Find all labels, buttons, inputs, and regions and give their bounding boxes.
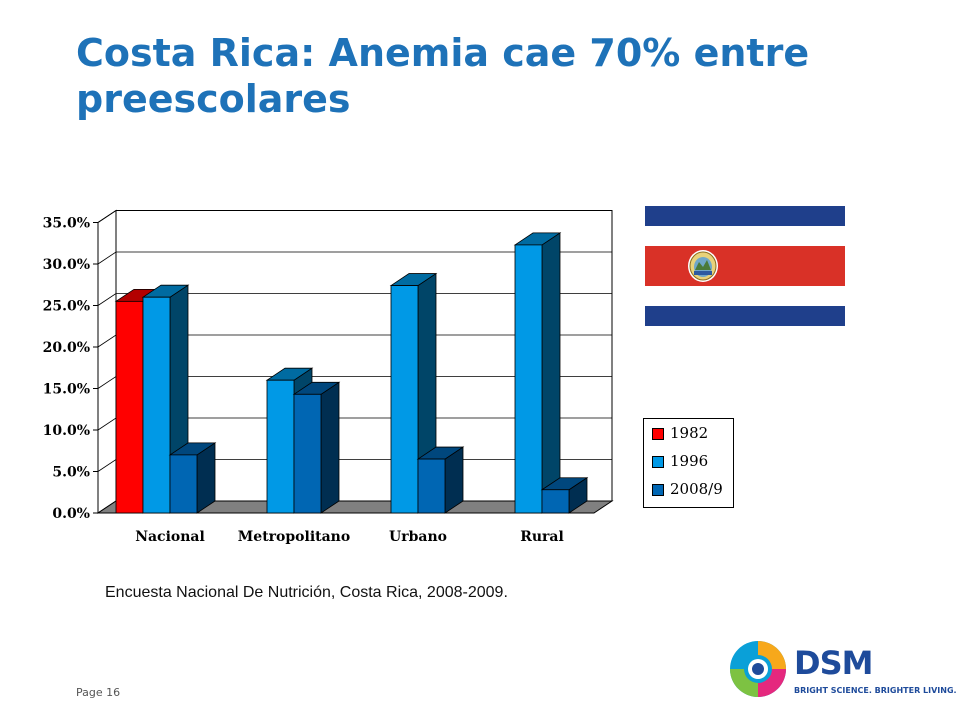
bar-front-face xyxy=(293,393,322,514)
bar-side-face xyxy=(320,381,340,514)
y-tick-label: 0.0% xyxy=(52,506,90,522)
gridline xyxy=(97,251,612,265)
source-caption: Encuesta Nacional De Nutrición, Costa Ri… xyxy=(105,584,508,601)
page-number: Page 16 xyxy=(76,686,121,699)
y-tick-label: 30.0% xyxy=(43,257,90,273)
bar-nacional-2008-9 xyxy=(168,442,217,514)
flag-stripe-white-top xyxy=(645,226,845,246)
legend-label-1996: 1996 xyxy=(670,452,709,470)
bar-front-face xyxy=(169,454,198,514)
flag-stripe-blue-bottom xyxy=(645,306,845,326)
bar-front-face xyxy=(417,458,446,514)
bar-rural-1996 xyxy=(513,232,562,514)
bar-side-face xyxy=(541,232,561,514)
x-tick-label-rural: Rural xyxy=(520,529,564,545)
bars xyxy=(114,232,589,514)
dsm-logo-icon xyxy=(730,641,786,697)
x-tick-label-nacional: Nacional xyxy=(135,529,205,545)
bar-rural-2008-9 xyxy=(540,477,589,514)
x-tick-labels: Nacional Metropolitano Urbano Rural xyxy=(135,529,564,545)
legend-label-1982: 1982 xyxy=(670,424,709,442)
y-tick-label: 25.0% xyxy=(43,299,90,315)
bar-front-face xyxy=(514,244,543,514)
plot-side-wall xyxy=(97,209,117,514)
flag-stripe-blue-top xyxy=(645,206,845,226)
slide-title: Costa Rica: Anemia cae 70% entre preesco… xyxy=(76,31,810,121)
x-tick-label-metropolitano: Metropolitano xyxy=(238,529,350,545)
logo-wordmark: DSM xyxy=(794,644,873,682)
costa-rica-flag xyxy=(645,206,845,326)
chart-legend: 1982 1996 2008/9 xyxy=(643,418,734,508)
y-tick-label: 15.0% xyxy=(43,382,90,398)
bar-front-face xyxy=(390,285,419,514)
coat-of-arms-icon xyxy=(688,250,718,282)
dsm-logo: DSM BRIGHT SCIENCE. BRIGHTER LIVING. xyxy=(726,634,957,704)
bar-front-face xyxy=(115,300,144,514)
y-tick-label: 5.0% xyxy=(52,465,90,481)
bar-urbano-2008-9 xyxy=(416,446,465,514)
legend-label-2008-9: 2008/9 xyxy=(670,480,723,498)
y-tick-label: 35.0% xyxy=(43,216,90,232)
flag-stripe-white-bottom xyxy=(645,286,845,306)
y-tick-label: 20.0% xyxy=(43,340,90,356)
logo-tagline: BRIGHT SCIENCE. BRIGHTER LIVING. xyxy=(794,686,957,695)
legend-swatch-1996 xyxy=(652,456,664,468)
y-tick-labels: 0.0% 5.0% 10.0% 15.0% 20.0% 25.0% 30.0% 35.0% xyxy=(43,216,98,522)
x-tick-label-urbano: Urbano xyxy=(389,529,447,545)
bar-metropolitano-2008-9 xyxy=(292,381,341,514)
bar-front-face xyxy=(541,489,570,514)
gridline xyxy=(97,293,612,306)
legend-swatch-1982 xyxy=(652,428,664,440)
gridline xyxy=(97,210,612,223)
legend-swatch-2008-9 xyxy=(652,484,664,496)
flag-stripe-red xyxy=(645,246,845,286)
bar-front-face xyxy=(142,296,171,514)
bar-front-face xyxy=(266,379,295,514)
y-tick-label: 10.0% xyxy=(43,423,90,439)
